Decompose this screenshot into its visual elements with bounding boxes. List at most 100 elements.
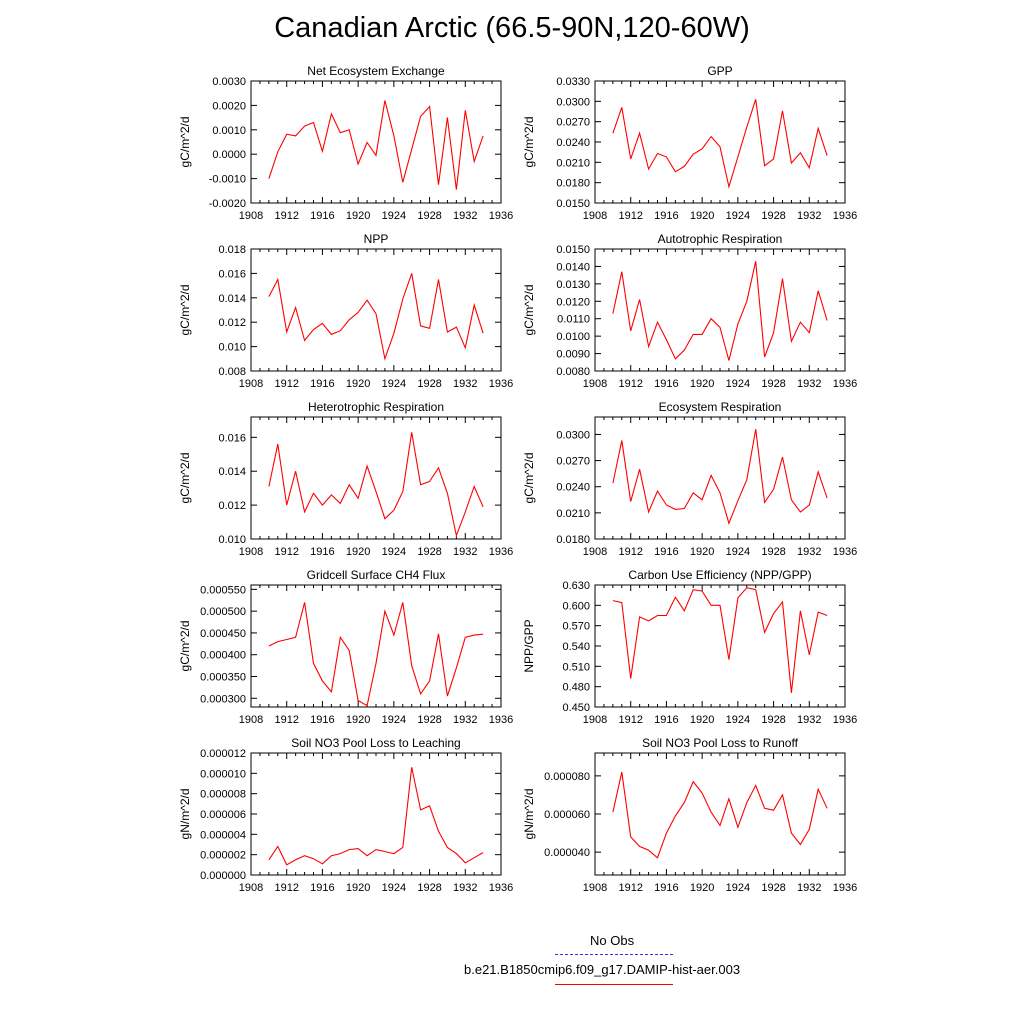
- y-tick-label: 0.0150: [556, 198, 590, 210]
- y-tick-label: 0.0140: [556, 261, 590, 273]
- y-tick-label: 0.0090: [556, 349, 590, 361]
- x-tick-label: 1908: [583, 546, 607, 558]
- y-tick-label: 0.0000: [212, 149, 246, 161]
- series-line-1: [268, 602, 484, 707]
- x-tick-label: 1932: [797, 210, 821, 222]
- x-tick-label: 1924: [726, 378, 750, 390]
- y-tick-label: 0.0240: [556, 137, 590, 149]
- y-tick-label: 0.016: [218, 432, 246, 444]
- series-line-1: [268, 100, 484, 190]
- x-tick-label: 1924: [382, 210, 406, 222]
- y-tick-label: 0.0080: [556, 366, 590, 378]
- x-tick-label: 1932: [453, 378, 477, 390]
- y-axis-label: gC/m^2/d: [522, 117, 536, 168]
- x-tick-label: 1912: [274, 378, 298, 390]
- y-tick-label: 0.016: [218, 268, 246, 280]
- y-tick-label: 0.0270: [556, 456, 590, 468]
- y-tick-label: 0.0270: [556, 117, 590, 129]
- x-tick-label: 1912: [274, 546, 298, 558]
- y-tick-label: 0.000500: [200, 606, 246, 618]
- y-tick-label: 0.0130: [556, 279, 590, 291]
- y-tick-label: 0.0150: [556, 244, 590, 256]
- x-tick-label: 1912: [274, 714, 298, 726]
- y-axis-label: gN/m^2/d: [178, 789, 192, 840]
- y-tick-label: 0.0110: [557, 314, 590, 326]
- x-tick-label: 1908: [239, 210, 263, 222]
- panel-10: Soil NO3 Pool Loss to Runoff gN/m^2/d 1908…: [522, 736, 857, 894]
- y-tick-label: 0.012: [218, 500, 246, 512]
- panel-4: Autotrophic Respiration gC/m^2/d 1908 1912 1…: [522, 232, 857, 390]
- x-tick-label: 1932: [453, 210, 477, 222]
- panel-title: Gridcell Surface CH4 Flux: [307, 568, 446, 582]
- y-tick-label: 0.510: [562, 661, 590, 673]
- x-tick-label: 1928: [417, 210, 441, 222]
- x-tick-label: 1908: [583, 714, 607, 726]
- y-tick-label: 0.000012: [200, 748, 246, 760]
- panel-title: Net Ecosystem Exchange: [307, 64, 445, 78]
- y-tick-label: 0.000040: [544, 847, 590, 859]
- x-tick-label: 1920: [346, 378, 370, 390]
- y-axis-label: gC/m^2/d: [522, 285, 536, 336]
- x-tick-label: 1936: [833, 546, 857, 558]
- y-tick-label: 0.0300: [556, 96, 590, 108]
- x-tick-label: 1936: [833, 378, 857, 390]
- panel-title: Soil NO3 Pool Loss to Leaching: [291, 736, 460, 750]
- y-tick-label: 0.0030: [212, 76, 246, 88]
- y-tick-label: 0.018: [218, 244, 246, 256]
- y-tick-label: 0.000400: [200, 650, 246, 662]
- plot-frame: [250, 752, 502, 876]
- legend-label-obs: No Obs: [590, 933, 635, 948]
- x-tick-label: 1908: [239, 882, 263, 894]
- y-tick-label: 0.000550: [200, 584, 246, 596]
- y-tick-label: 0.600: [562, 600, 590, 612]
- y-tick-label: 0.000008: [200, 789, 246, 801]
- x-tick-label: 1924: [726, 546, 750, 558]
- y-tick-label: 0.0120: [556, 296, 590, 308]
- y-tick-label: 0.000350: [200, 672, 246, 684]
- x-tick-label: 1928: [417, 546, 441, 558]
- x-tick-label: 1916: [310, 546, 334, 558]
- x-tick-label: 1920: [346, 210, 370, 222]
- panel-8: Carbon Use Efficiency (NPP/GPP) NPP/GPP 19…: [522, 568, 857, 726]
- plot-frame: [594, 416, 846, 540]
- y-tick-label: 0.000060: [544, 809, 590, 821]
- y-tick-label: 0.0020: [212, 100, 246, 112]
- y-tick-label: 0.0240: [556, 482, 590, 494]
- y-tick-label: 0.630: [562, 580, 590, 592]
- series-line-1: [612, 429, 828, 525]
- x-tick-label: 1912: [274, 210, 298, 222]
- x-tick-label: 1928: [761, 210, 785, 222]
- x-tick-label: 1912: [618, 714, 642, 726]
- plot-frame: [594, 752, 846, 876]
- x-tick-label: 1936: [489, 882, 513, 894]
- x-tick-label: 1908: [239, 546, 263, 558]
- series-line-1: [268, 767, 484, 866]
- x-tick-label: 1932: [797, 882, 821, 894]
- y-axis-label: NPP/GPP: [522, 619, 536, 672]
- x-tick-label: 1928: [417, 882, 441, 894]
- x-tick-label: 1924: [382, 378, 406, 390]
- x-tick-label: 1920: [690, 210, 714, 222]
- y-tick-label: 0.000300: [200, 693, 246, 705]
- x-tick-label: 1936: [489, 546, 513, 558]
- x-tick-label: 1916: [310, 714, 334, 726]
- y-tick-label: 0.540: [562, 641, 590, 653]
- x-tick-label: 1916: [654, 210, 678, 222]
- x-tick-label: 1924: [382, 882, 406, 894]
- x-tick-label: 1916: [654, 714, 678, 726]
- x-tick-label: 1928: [761, 882, 785, 894]
- y-tick-label: 0.000450: [200, 628, 246, 640]
- y-tick-label: 0.000006: [200, 809, 246, 821]
- x-tick-label: 1916: [310, 882, 334, 894]
- x-tick-label: 1920: [346, 546, 370, 558]
- y-tick-label: 0.000080: [544, 771, 590, 783]
- x-tick-label: 1916: [654, 378, 678, 390]
- x-tick-label: 1932: [797, 714, 821, 726]
- plot-frame: [594, 248, 846, 372]
- x-tick-label: 1932: [453, 714, 477, 726]
- panel-title: Soil NO3 Pool Loss to Runoff: [642, 736, 799, 750]
- x-tick-label: 1912: [618, 882, 642, 894]
- y-tick-label: -0.0010: [209, 174, 246, 186]
- y-tick-label: 0.0100: [556, 331, 590, 343]
